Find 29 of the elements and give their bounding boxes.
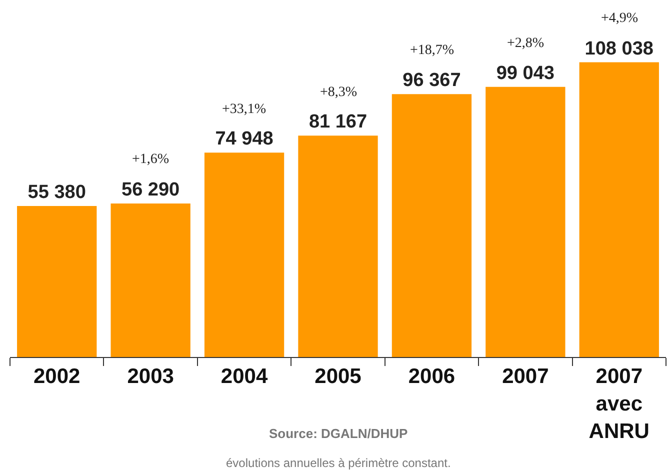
- data-label: 56 290: [122, 179, 180, 200]
- data-label: 74 948: [215, 128, 274, 150]
- annotation: +4,9%: [601, 11, 638, 26]
- annotation: +33,1%: [222, 102, 266, 117]
- bar: [17, 206, 97, 357]
- data-label: 55 380: [28, 182, 86, 203]
- x-tick-label: 2006: [408, 365, 456, 388]
- bar: [392, 94, 472, 357]
- data-label: 108 038: [584, 38, 654, 60]
- bar: [298, 136, 378, 357]
- x-tick-label: 2007 avec ANRU: [588, 365, 650, 443]
- source-note: Source: DGALN/DHUP: [269, 426, 408, 441]
- bar: [204, 152, 284, 357]
- annotation: +8,3%: [320, 85, 358, 100]
- bar: [579, 62, 659, 357]
- x-tick-label: 2002: [34, 365, 80, 388]
- x-tick-label: 2007: [502, 365, 549, 388]
- annotation: +18,7%: [410, 43, 454, 58]
- x-tick-label: 2003: [127, 365, 174, 388]
- x-tick-label: 2005: [314, 365, 362, 388]
- x-tick-label: 2004: [220, 365, 268, 388]
- data-label: 81 167: [308, 112, 368, 133]
- annotation: +2,8%: [507, 36, 544, 51]
- bar: [110, 203, 190, 357]
- annotation: +1,6%: [132, 152, 170, 167]
- bar: [486, 86, 566, 357]
- data-label: 96 367: [402, 70, 461, 92]
- text: évolutions annuelles à périmètre constant.: [226, 456, 451, 470]
- data-label: 99 043: [496, 62, 554, 84]
